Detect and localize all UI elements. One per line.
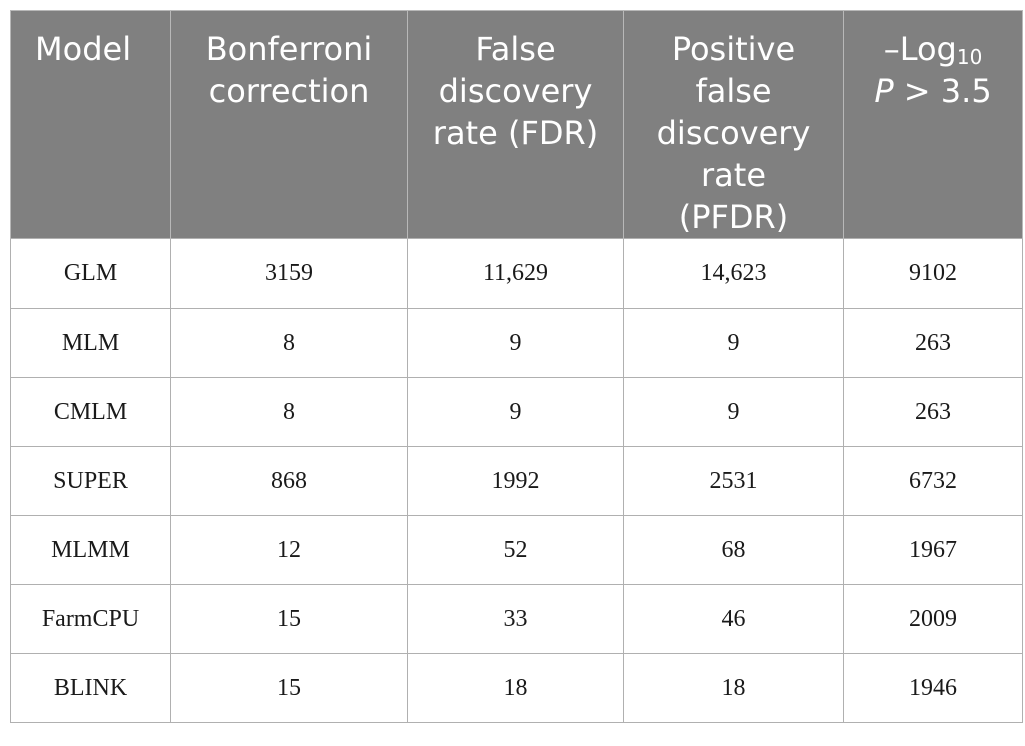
table-row: MLM 8 9 9 263 — [10, 308, 1023, 378]
header-model: Model — [10, 10, 171, 239]
model-comparison-table: Model Bonferroni correction False discov… — [10, 10, 1023, 723]
cell-model: GLM — [10, 238, 171, 309]
header-log10p-line1: –Log10 — [852, 28, 1014, 70]
cell-model: MLMM — [10, 515, 171, 585]
table-row: SUPER 868 1992 2531 6732 — [10, 446, 1023, 516]
header-pfdr-line4: rate — [701, 156, 766, 194]
cell-pfdr: 9 — [623, 377, 844, 447]
header-model-text: Model — [35, 30, 132, 68]
table-row: CMLM 8 9 9 263 — [10, 377, 1023, 447]
cell-pfdr: 9 — [623, 308, 844, 378]
header-fdr-line3: rate (FDR) — [432, 114, 599, 152]
cell-bonferroni: 12 — [170, 515, 408, 585]
cell-model: BLINK — [10, 653, 171, 723]
table-row: FarmCPU 15 33 46 2009 — [10, 584, 1023, 654]
cell-pfdr: 18 — [623, 653, 844, 723]
results-table-container: Model Bonferroni correction False discov… — [10, 10, 1023, 723]
header-pfdr: Positive false discovery rate (PFDR) — [623, 10, 844, 239]
cell-pfdr: 14,623 — [623, 238, 844, 309]
header-fdr-line2: discovery — [438, 72, 593, 110]
cell-bonferroni: 3159 — [170, 238, 408, 309]
cell-bonferroni: 8 — [170, 377, 408, 447]
cell-fdr: 52 — [407, 515, 624, 585]
header-log10p: –Log10 P > 3.5 — [843, 10, 1023, 239]
header-bonferroni-line1: Bonferroni — [205, 30, 373, 68]
cell-fdr: 33 — [407, 584, 624, 654]
table-body: GLM 3159 11,629 14,623 9102 MLM 8 9 9 26… — [10, 238, 1023, 723]
cell-fdr: 18 — [407, 653, 624, 723]
header-log10p-prefix: –Log — [883, 30, 957, 68]
header-fdr-line1: False — [475, 30, 556, 68]
cell-fdr: 11,629 — [407, 238, 624, 309]
header-row: Model Bonferroni correction False discov… — [10, 10, 1023, 239]
cell-log10p: 1967 — [843, 515, 1023, 585]
header-pfdr-line1: Positive — [671, 30, 796, 68]
header-fdr: False discovery rate (FDR) — [407, 10, 624, 239]
table-row: BLINK 15 18 18 1946 — [10, 653, 1023, 723]
cell-log10p: 6732 — [843, 446, 1023, 516]
table-row: MLMM 12 52 68 1967 — [10, 515, 1023, 585]
cell-bonferroni: 15 — [170, 584, 408, 654]
table-row: GLM 3159 11,629 14,623 9102 — [10, 238, 1023, 309]
header-log10p-threshold: > 3.5 — [893, 72, 992, 110]
cell-pfdr: 46 — [623, 584, 844, 654]
cell-log10p: 263 — [843, 377, 1023, 447]
cell-fdr: 9 — [407, 308, 624, 378]
cell-pfdr: 2531 — [623, 446, 844, 516]
header-pfdr-line5: (PFDR) — [678, 198, 789, 236]
header-pfdr-line2: false — [695, 72, 772, 110]
table-header: Model Bonferroni correction False discov… — [10, 10, 1023, 239]
cell-model: MLM — [10, 308, 171, 378]
cell-log10p: 2009 — [843, 584, 1023, 654]
cell-model: FarmCPU — [10, 584, 171, 654]
header-log10p-p-symbol: P — [874, 72, 894, 110]
header-log10p-subscript: 10 — [956, 45, 983, 69]
cell-fdr: 9 — [407, 377, 624, 447]
header-bonferroni: Bonferroni correction — [170, 10, 408, 239]
cell-model: SUPER — [10, 446, 171, 516]
cell-log10p: 1946 — [843, 653, 1023, 723]
header-bonferroni-line2: correction — [208, 72, 370, 110]
cell-fdr: 1992 — [407, 446, 624, 516]
cell-log10p: 263 — [843, 308, 1023, 378]
cell-bonferroni: 15 — [170, 653, 408, 723]
cell-model: CMLM — [10, 377, 171, 447]
cell-bonferroni: 8 — [170, 308, 408, 378]
cell-pfdr: 68 — [623, 515, 844, 585]
header-log10p-line2: P > 3.5 — [852, 70, 1014, 112]
cell-bonferroni: 868 — [170, 446, 408, 516]
header-pfdr-line3: discovery — [656, 114, 811, 152]
cell-log10p: 9102 — [843, 238, 1023, 309]
